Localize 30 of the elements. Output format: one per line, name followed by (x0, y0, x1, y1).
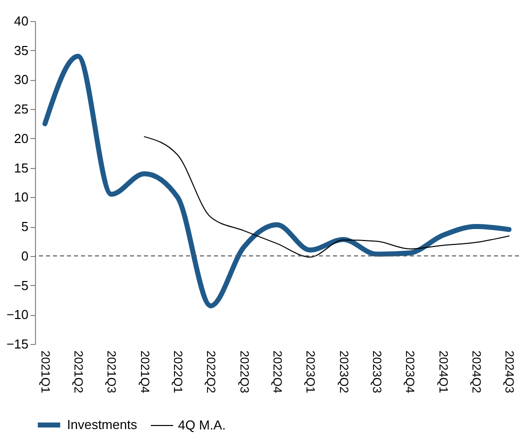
y-tick-label: −5 (14, 278, 28, 293)
y-tick-label: 5 (21, 219, 28, 234)
y-tick-label: 15 (14, 160, 28, 176)
y-tick-label: 0 (21, 248, 28, 264)
y-tick-label: −15 (6, 336, 28, 352)
x-tick-label: 2024Q2 (469, 350, 484, 394)
x-tick-label: 2024Q3 (502, 350, 517, 394)
y-tick-label: 40 (14, 14, 28, 28)
x-tick-label: 2022Q3 (237, 350, 252, 394)
x-tick-label: 2021Q1 (38, 350, 52, 394)
legend-label: Investments (67, 417, 138, 432)
y-tick-label: 25 (14, 102, 28, 117)
x-tick-label: 2022Q1 (171, 350, 186, 394)
x-tick-label: 2023Q2 (336, 350, 351, 394)
x-tick-label: 2023Q3 (370, 350, 384, 394)
x-tick-label: 2023Q4 (403, 350, 418, 394)
x-tick-label: 2024Q1 (436, 350, 450, 394)
y-tick-label: −10 (6, 307, 28, 322)
x-tick-label: 2021Q3 (104, 350, 119, 394)
x-tick-label: 2022Q4 (270, 350, 284, 394)
y-tick-label: 35 (14, 42, 28, 58)
y-tick-label: 20 (14, 130, 28, 146)
x-tick-label: 2022Q2 (204, 350, 218, 394)
x-tick-label: 2021Q4 (138, 350, 152, 394)
legend-label: 4Q M.A. (178, 418, 226, 432)
y-tick-label: 10 (14, 190, 28, 205)
y-tick-label: 30 (14, 72, 28, 88)
line-series (144, 136, 510, 258)
x-tick-label: 2021Q2 (72, 350, 86, 394)
x-tick-label: 2023Q1 (304, 350, 318, 394)
